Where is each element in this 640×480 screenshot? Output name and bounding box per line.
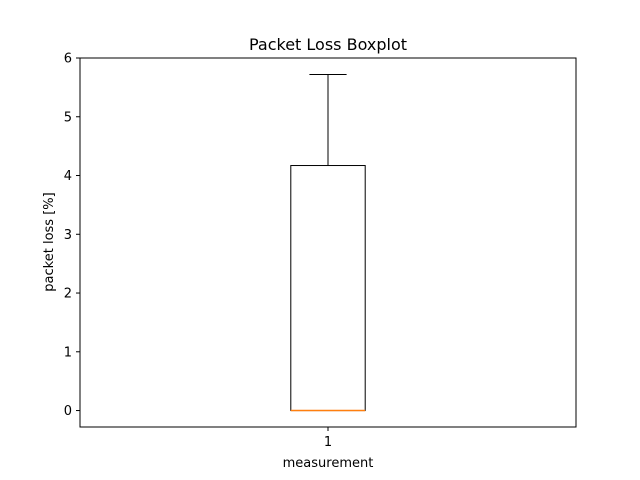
chart-title: Packet Loss Boxplot xyxy=(249,35,407,54)
axes-frame xyxy=(79,57,577,428)
y-axis-label: packet loss [%] xyxy=(42,192,57,291)
y-tick-label: 4 xyxy=(64,169,72,184)
y-tick-label: 3 xyxy=(64,228,72,243)
y-tick-label: 2 xyxy=(64,287,72,302)
y-tick-label: 0 xyxy=(64,404,72,419)
x-axis-label: measurement xyxy=(283,456,374,471)
plot-area: 0 1 2 3 4 5 6 1 xyxy=(64,52,366,450)
y-tick-label: 5 xyxy=(64,110,72,125)
y-tick-label: 6 xyxy=(64,52,72,67)
box xyxy=(290,165,366,412)
x-tick-label: 1 xyxy=(324,435,332,450)
y-tick-label: 1 xyxy=(64,345,72,360)
